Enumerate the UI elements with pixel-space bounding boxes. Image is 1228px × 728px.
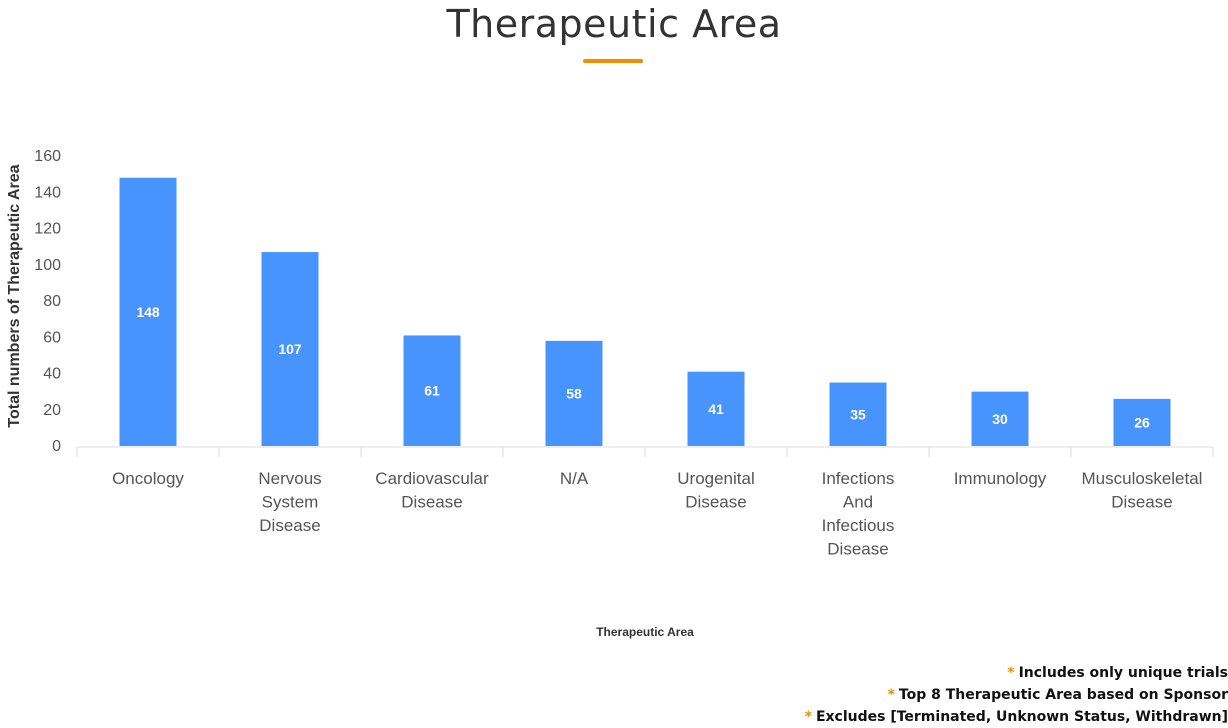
y-tick-label: 40 bbox=[43, 366, 61, 383]
y-tick-label: 60 bbox=[43, 329, 61, 346]
x-tick-label: Nervous System Disease bbox=[258, 469, 321, 535]
y-axis: 0 20 40 60 80 100 120 140 160 bbox=[34, 148, 61, 455]
bar-data-label: 58 bbox=[566, 385, 582, 401]
footnote: * Top 8 Therapeutic Area based on Sponsor bbox=[805, 684, 1228, 706]
bar bbox=[829, 382, 887, 446]
bars-group: 148 107 61 58 41 35 30 26 bbox=[119, 177, 1171, 446]
y-tick-label: 140 bbox=[34, 184, 61, 201]
y-axis-title: Total numbers of Therapeutic Area bbox=[6, 164, 23, 427]
x-axis: Oncology Nervous System DiseaseCardiovascul… bbox=[76, 446, 1214, 559]
x-tick-label: Musculoskeletal Disease bbox=[1082, 469, 1203, 512]
x-tick-label-line: System bbox=[262, 493, 319, 512]
footnotes: * Includes only unique trials * Top 8 Ther… bbox=[805, 662, 1228, 728]
bar bbox=[687, 371, 745, 446]
bar-data-label: 35 bbox=[850, 406, 866, 422]
y-tick-label: 20 bbox=[43, 402, 61, 419]
title-underline bbox=[583, 59, 643, 63]
x-tick-label: Oncology bbox=[112, 469, 184, 488]
y-tick-label: 80 bbox=[43, 293, 61, 310]
therapeutic-area-bar-chart: 0 20 40 60 80 100 120 140 160 Oncology Nervous Sys… bbox=[6, 148, 1214, 639]
x-tick-label-line: N/A bbox=[560, 469, 589, 488]
x-tick-label-line: And bbox=[843, 493, 873, 512]
bar-data-label: 61 bbox=[424, 383, 440, 399]
x-tick-label-line: Nervous bbox=[258, 469, 321, 488]
x-tick-label-line: Immunology bbox=[954, 469, 1047, 488]
bar bbox=[119, 177, 177, 446]
y-tick-label: 120 bbox=[34, 221, 61, 238]
x-axis-title: Therapeutic Area bbox=[596, 625, 694, 639]
footnote-star: * bbox=[804, 709, 812, 725]
x-tick-label: Immunology bbox=[954, 469, 1047, 488]
footnote-text: Top 8 Therapeutic Area based on Sponsor bbox=[898, 687, 1228, 703]
y-tick-label: 100 bbox=[34, 257, 61, 274]
bar-data-label: 107 bbox=[278, 341, 302, 357]
x-tick-label-line: Disease bbox=[685, 493, 746, 512]
bar-data-label: 41 bbox=[708, 401, 724, 417]
x-tick-label-line: Urogenital bbox=[677, 469, 755, 488]
footnote-star: * bbox=[1007, 665, 1015, 681]
x-tick-label: Urogenital Disease bbox=[677, 469, 755, 512]
bar bbox=[545, 340, 603, 446]
x-tick-label: N/A bbox=[560, 469, 589, 488]
bar bbox=[403, 335, 461, 446]
footnote-text: Excludes [Terminated, Unknown Status, Wi… bbox=[815, 709, 1228, 725]
bar bbox=[261, 252, 319, 446]
bar-data-label: 148 bbox=[136, 304, 160, 320]
page-title: Therapeutic Area bbox=[446, 2, 782, 46]
x-tick-label: Cardiovascular Disease bbox=[375, 469, 489, 512]
footnote-star: * bbox=[887, 687, 895, 703]
bar bbox=[971, 391, 1029, 446]
y-tick-label: 0 bbox=[52, 438, 61, 455]
footnote: * Excludes [Terminated, Unknown Status, W… bbox=[805, 706, 1228, 728]
bar-data-label: 26 bbox=[1134, 414, 1150, 430]
footnote: * Includes only unique trials bbox=[805, 662, 1228, 684]
bar bbox=[1113, 398, 1171, 446]
x-tick-label-line: Infectious bbox=[822, 516, 895, 535]
x-tick-label: Infections And Infectious Disease bbox=[822, 469, 895, 559]
x-tick-label-line: Disease bbox=[1111, 493, 1172, 512]
x-tick-label-line: Infections bbox=[822, 469, 895, 488]
footnote-text: Includes only unique trials bbox=[1018, 665, 1228, 681]
bar-data-label: 30 bbox=[992, 411, 1008, 427]
x-tick-label-line: Oncology bbox=[112, 469, 184, 488]
x-tick-label-line: Musculoskeletal bbox=[1082, 469, 1203, 488]
y-tick-label: 160 bbox=[34, 148, 61, 165]
x-tick-label-line: Disease bbox=[827, 540, 888, 559]
x-tick-label-line: Disease bbox=[259, 516, 320, 535]
x-tick-label-line: Disease bbox=[401, 493, 462, 512]
x-tick-label-line: Cardiovascular bbox=[375, 469, 489, 488]
